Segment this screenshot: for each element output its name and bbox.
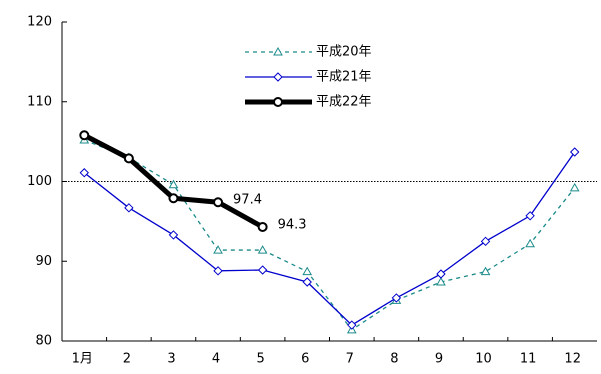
legend-label: 平成21年 [316, 70, 372, 85]
point [257, 265, 268, 275]
x-tick-label: 7 [346, 352, 354, 367]
legend-marker [273, 72, 283, 82]
x-tick-label: 6 [301, 352, 309, 367]
x-tick-label: 3 [167, 352, 175, 367]
point [79, 168, 89, 178]
point [123, 153, 134, 164]
y-tick-label: 80 [35, 334, 52, 349]
y-tick-label: 110 [27, 94, 52, 109]
x-tick-label: 5 [256, 352, 264, 367]
x-tick-label: 4 [212, 352, 220, 367]
point [257, 245, 268, 254]
point [569, 182, 580, 192]
point [302, 277, 312, 287]
point [124, 203, 134, 213]
point [168, 230, 179, 240]
point [436, 269, 446, 279]
point [391, 293, 402, 303]
point [302, 266, 313, 276]
point [257, 221, 268, 232]
point [480, 266, 491, 276]
legend-marker [273, 97, 283, 107]
data-label: 94.3 [278, 217, 307, 232]
legend-marker [273, 46, 283, 56]
x-tick-label: 10 [475, 352, 492, 367]
point [525, 238, 535, 248]
legend-label: 平成22年 [316, 95, 372, 110]
point [213, 266, 223, 276]
series-line [84, 139, 576, 331]
point [168, 179, 179, 189]
data-label: 97.4 [233, 193, 262, 208]
point [79, 130, 90, 141]
point [436, 276, 446, 286]
x-tick-label: 9 [435, 352, 443, 367]
x-tick-label: 1月 [72, 352, 93, 367]
point [480, 236, 491, 247]
point [168, 193, 179, 204]
point [525, 211, 535, 221]
legend-label: 平成20年 [316, 45, 372, 60]
x-tick-label: 11 [520, 352, 537, 367]
x-tick-label: 12 [564, 352, 581, 367]
point [213, 197, 224, 208]
x-tick-label: 8 [390, 352, 398, 367]
x-tick-label: 2 [123, 352, 131, 367]
point [347, 320, 357, 330]
point [570, 147, 580, 157]
y-tick-label: 100 [27, 174, 52, 189]
y-tick-label: 90 [35, 254, 52, 269]
point [213, 245, 223, 254]
y-tick-label: 120 [27, 15, 52, 30]
series-line [83, 151, 576, 326]
